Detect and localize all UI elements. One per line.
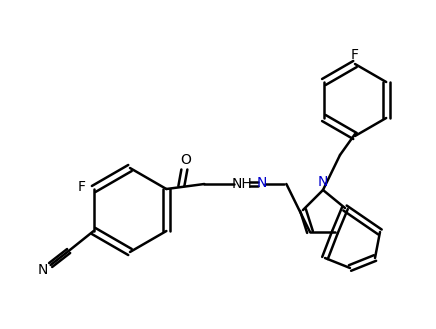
Text: N: N bbox=[318, 175, 328, 189]
Text: N: N bbox=[256, 176, 266, 190]
Text: O: O bbox=[180, 154, 191, 167]
Text: F: F bbox=[78, 180, 85, 194]
Text: F: F bbox=[351, 48, 359, 62]
Text: NH: NH bbox=[232, 177, 253, 191]
Text: N: N bbox=[37, 263, 48, 277]
